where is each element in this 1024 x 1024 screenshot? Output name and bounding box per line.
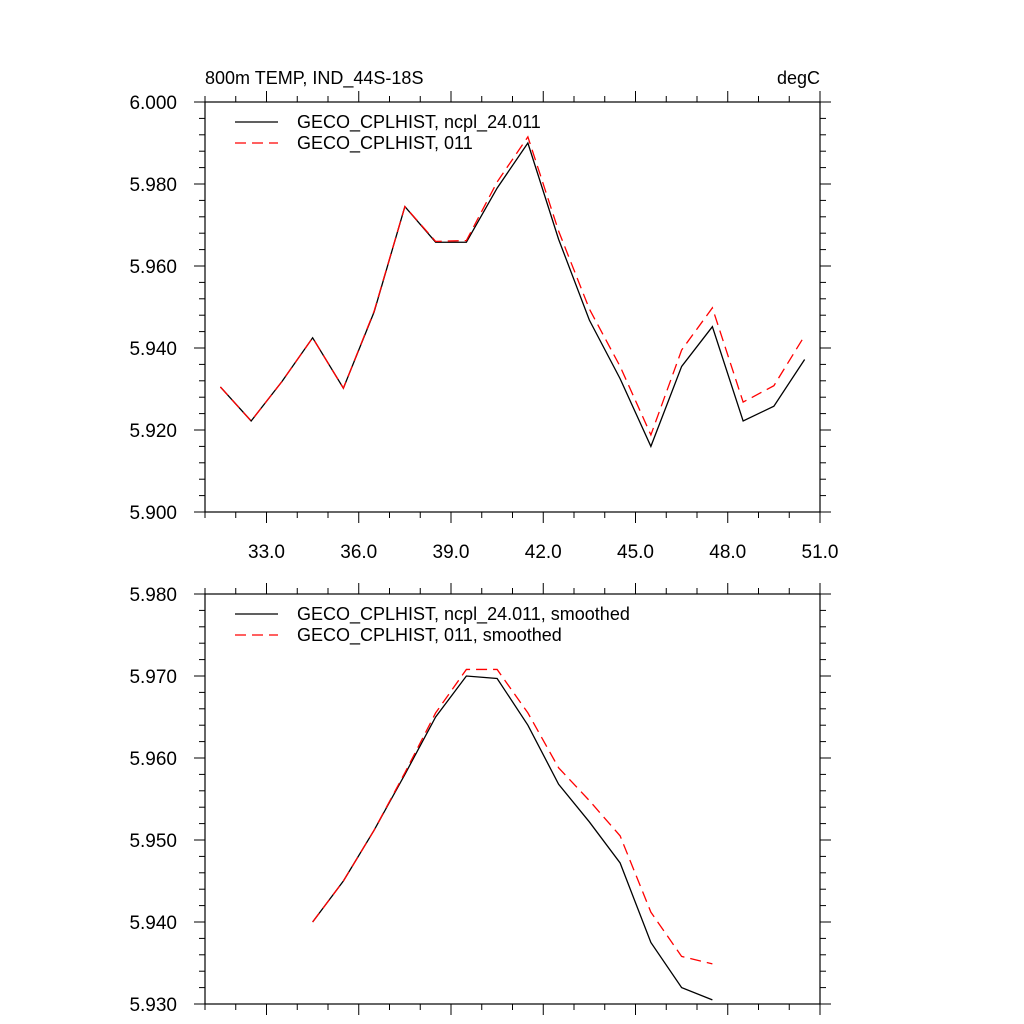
y-tick-label: 5.940 xyxy=(129,339,177,360)
y-tick-label: 5.930 xyxy=(129,995,177,1016)
y-tick-label: 5.980 xyxy=(129,175,177,196)
top-plot: 5.900 5.920 5.940 5.960 5.980 6.000 33.0 36.0 39… xyxy=(129,68,838,563)
legend-label-0: GECO_CPLHIST, ncpl_24.011, smoothed xyxy=(297,604,630,625)
y-tick-label: 5.900 xyxy=(129,503,177,524)
x-tick-label: 45.0 xyxy=(617,542,654,563)
y-tick-label: 5.980 xyxy=(129,585,177,606)
chart-title: 800m TEMP, IND_44S-18S xyxy=(205,68,423,89)
bottom-plot: 5.930 5.940 5.950 5.960 5.970 5.980 GECO_CPLHI… xyxy=(129,583,831,1016)
x-tick-label: 33.0 xyxy=(248,542,285,563)
chart-units: degC xyxy=(777,68,820,88)
y-tick-label: 5.920 xyxy=(129,421,177,442)
y-tick-label: 5.970 xyxy=(129,667,177,688)
plot-frame xyxy=(204,593,821,1005)
legend-label-1: GECO_CPLHIST, 011, smoothed xyxy=(297,625,562,646)
legend-label-0: GECO_CPLHIST, ncpl_24.011 xyxy=(297,112,541,133)
series-line-1 xyxy=(312,668,713,965)
x-tick-label: 36.0 xyxy=(340,542,377,563)
series-line-1 xyxy=(219,135,806,437)
x-tick-label: 48.0 xyxy=(709,542,746,563)
x-tick-label: 51.0 xyxy=(802,542,839,563)
x-tick-label: 39.0 xyxy=(433,542,470,563)
plot-frame xyxy=(204,101,821,513)
y-tick-label: 6.000 xyxy=(129,93,177,114)
y-tick-label: 5.960 xyxy=(129,749,177,770)
y-tick-label: 5.950 xyxy=(129,831,177,852)
legend-label-1: GECO_CPLHIST, 011 xyxy=(297,133,473,154)
y-tick-label: 5.940 xyxy=(129,913,177,934)
x-tick-label: 42.0 xyxy=(525,542,562,563)
series-line-0 xyxy=(312,675,713,1001)
series-line-0 xyxy=(219,141,806,449)
y-tick-label: 5.960 xyxy=(129,257,177,278)
